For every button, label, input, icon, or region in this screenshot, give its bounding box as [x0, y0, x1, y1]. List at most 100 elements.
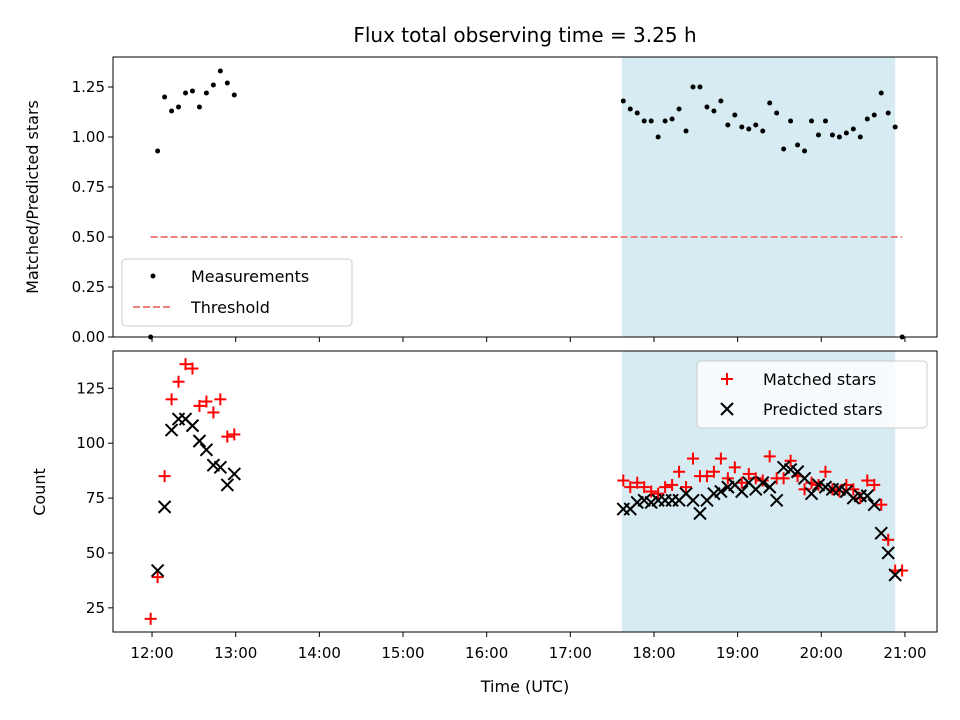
count-axes-frame: [112, 350, 938, 633]
matched-stars-point: [784, 454, 797, 467]
measurement-point: [224, 80, 230, 86]
measurement-point: [718, 98, 724, 104]
measurement-point: [203, 90, 209, 96]
legend-measurements-marker: [150, 273, 156, 279]
measurement-point: [767, 100, 773, 106]
measurement-point: [683, 128, 689, 134]
measurement-point: [169, 108, 175, 114]
measurement-point: [746, 126, 752, 132]
measurement-point: [739, 124, 745, 130]
y-tick-label: 0.00: [72, 328, 105, 346]
matched-stars-point: [777, 472, 790, 485]
ratio-marks: [148, 68, 905, 340]
count-panel: 25 50 75 100 125 12:00 13:00 14:00 15:00 16:00 17…: [30, 350, 938, 662]
matched-stars-point: [666, 478, 679, 491]
measurement-point: [231, 92, 237, 98]
measurement-point: [669, 116, 675, 122]
observation-window-top: [621, 57, 896, 337]
measurement-point: [809, 118, 815, 124]
matched-stars-point: [728, 461, 741, 474]
measurement-point: [871, 112, 877, 118]
measurement-point: [892, 124, 898, 130]
legend-matched-label: Matched stars: [763, 370, 876, 389]
y-tick-label: 0.25: [72, 278, 105, 296]
measurement-point: [788, 118, 794, 124]
matched-stars-point: [707, 465, 720, 478]
y-tick-label: 1.25: [72, 78, 105, 96]
count-y-ticks: 25 50 75 100 125: [76, 379, 113, 617]
measurement-point: [822, 118, 828, 124]
matched-stars-point: [200, 395, 213, 408]
predicted-stars-point: [867, 497, 881, 512]
ratio-panel: 0.00 0.25 0.50 0.75 1.00 1.25 Matched/Predict…: [23, 56, 938, 346]
predicted-stars-point: [797, 471, 812, 486]
measurement-point: [176, 104, 182, 110]
ratio-x-ticks: [151, 337, 906, 342]
matched-stars-point: [186, 362, 199, 375]
legend-predicted-marker: [720, 402, 734, 416]
matched-stars-point: [687, 452, 700, 465]
measurement-point: [857, 134, 863, 140]
predicted-stars-point: [693, 506, 707, 521]
measurement-point: [829, 132, 835, 138]
measurement-point: [634, 110, 640, 116]
matched-stars-point: [179, 358, 192, 371]
x-tick-label: 17:00: [549, 644, 592, 662]
ratio-legend-box: [121, 258, 353, 327]
measurement-point: [627, 106, 633, 112]
matched-stars-point: [714, 452, 727, 465]
predicted-stars-point: [150, 563, 165, 578]
predicted-stars-point: [860, 489, 874, 503]
predicted-stars-point: [199, 443, 214, 457]
matched-stars-point: [151, 571, 164, 584]
predicted-stars-point: [192, 434, 207, 448]
measurement-point: [781, 146, 787, 152]
matched-stars-point: [172, 375, 185, 388]
predicted-stars-point: [220, 478, 235, 492]
count-y-axis-label: Count: [30, 468, 49, 516]
matched-stars-point: [840, 478, 853, 491]
matched-stars-point: [875, 498, 888, 511]
legend-matched-marker: [721, 373, 733, 385]
matched-stars-point: [221, 430, 234, 443]
ratio-y-axis-label: Matched/Predicted stars: [23, 100, 42, 294]
predicted-stars-point: [227, 467, 242, 481]
measurement-point: [183, 90, 189, 96]
x-tick-label: 21:00: [883, 644, 926, 662]
y-tick-label: 75: [86, 489, 105, 507]
x-tick-label: 15:00: [381, 644, 424, 662]
predicted-stars-point: [888, 568, 902, 582]
measurement-point: [648, 118, 654, 124]
measurement-point: [662, 118, 668, 124]
measurement-point: [795, 142, 801, 148]
predicted-stars-point: [735, 484, 749, 499]
predicted-stars-point: [714, 484, 728, 499]
matched-stars-point: [742, 467, 755, 480]
predicted-stars-point: [804, 486, 819, 501]
x-tick-label: 19:00: [716, 644, 759, 662]
legend-predicted-label: Predicted stars: [763, 400, 883, 419]
predicted-stars-point: [686, 493, 700, 507]
matched-stars-point: [721, 472, 734, 485]
y-tick-label: 25: [86, 599, 105, 617]
matched-stars-point: [680, 481, 693, 494]
matched-stars-point: [193, 399, 206, 412]
measurement-point: [885, 110, 891, 116]
matched-stars-point: [659, 481, 672, 494]
predicted-stars-point: [874, 526, 888, 540]
matched-stars-point: [868, 478, 881, 491]
matched-stars-point: [652, 487, 665, 500]
measurement-point: [732, 112, 738, 118]
measurement-point: [774, 110, 780, 116]
matched-stars-point: [645, 485, 658, 498]
measurement-point: [815, 132, 821, 138]
matched-stars-point: [214, 393, 227, 406]
matched-stars-point: [763, 450, 776, 463]
x-tick-label: 18:00: [632, 644, 675, 662]
matched-stars-point: [631, 476, 644, 489]
predicted-stars-point: [762, 480, 777, 494]
x-tick-label: 12:00: [130, 644, 173, 662]
measurement-point: [802, 148, 808, 154]
matched-stars-point: [700, 470, 713, 483]
